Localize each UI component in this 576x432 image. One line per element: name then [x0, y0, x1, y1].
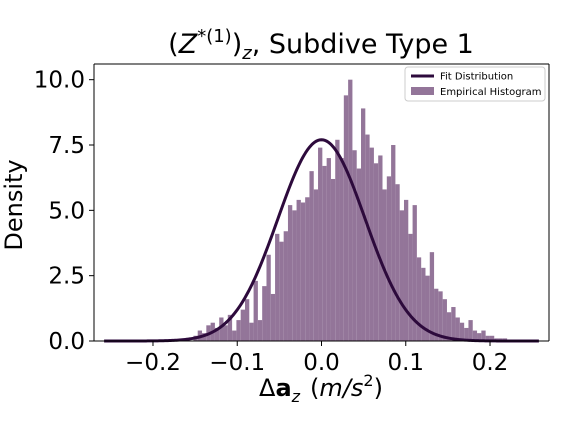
histogram-bar [489, 335, 495, 341]
legend-fit-label: Fit Distribution [440, 72, 513, 83]
histogram-bar [464, 327, 469, 341]
histogram-bar [219, 317, 224, 341]
chart-title: (Z*(1))z, Subdive Type 1 [168, 26, 474, 64]
histogram-bar [472, 330, 478, 341]
histogram-bar [442, 299, 447, 341]
histogram-bars [193, 79, 508, 341]
histogram-bar [477, 333, 482, 341]
y-tick-label: 0.0 [48, 329, 85, 355]
histogram-bar [253, 280, 258, 341]
histogram-bar [296, 199, 301, 341]
histogram-bar [283, 231, 288, 341]
histogram-bar [257, 320, 263, 341]
histogram-bar [335, 139, 340, 341]
histogram-bar [365, 134, 370, 341]
legend: Fit Distribution Empirical Histogram [404, 66, 546, 102]
histogram-bar [438, 291, 443, 341]
x-tick-label: −0.1 [209, 350, 265, 376]
histogram-bar [348, 79, 353, 341]
histogram-bar [378, 155, 383, 341]
histogram-bar [421, 267, 426, 341]
histogram-bar [356, 168, 362, 341]
histogram-bar [485, 335, 490, 341]
histogram-bar [266, 254, 271, 341]
histogram-bar [455, 317, 460, 341]
histogram-bar [361, 108, 366, 341]
histogram-bar [481, 330, 486, 341]
y-tick-label: 10.0 [34, 68, 85, 94]
histogram-bar [300, 202, 306, 341]
histogram-bar [214, 327, 220, 341]
histogram-bar [232, 330, 237, 341]
legend-hist-swatch [411, 87, 434, 95]
y-tick-label: 5.0 [48, 198, 85, 224]
histogram-bar [425, 275, 430, 341]
histogram-bar [391, 145, 396, 341]
histogram-bar [382, 189, 387, 341]
legend-hist-label: Empirical Histogram [440, 87, 542, 98]
x-tick-label: 0.0 [303, 350, 340, 376]
histogram-bar [262, 286, 267, 341]
histogram-bar [399, 210, 404, 341]
y-axis-label: Density [0, 159, 28, 250]
histogram-bar [395, 184, 400, 341]
histogram-bar [305, 197, 310, 341]
x-tick-label: 0.1 [387, 350, 424, 376]
x-axis-label: Δaz (m/s2) [259, 371, 383, 406]
fit-distribution-line [104, 138, 539, 343]
histogram-bar [322, 165, 327, 341]
histogram-bar [403, 199, 409, 341]
histogram-bar [287, 205, 293, 341]
histogram-bar [318, 147, 323, 341]
histogram-bar [434, 288, 439, 341]
histogram-bar [343, 95, 349, 341]
y-tick-label: 7.5 [48, 133, 85, 159]
histogram-bar [386, 176, 392, 341]
histogram-bar [416, 257, 422, 341]
histogram-bar [352, 150, 357, 341]
histogram-bar [275, 233, 280, 341]
y-axis-ticks: 0.0 2.5 5.0 7.5 10.0 [34, 68, 94, 355]
histogram-bar [468, 320, 473, 341]
histogram-bar [227, 314, 233, 341]
y-tick-label: 2.5 [48, 264, 85, 290]
histogram-bar [249, 322, 254, 341]
histogram-bar [270, 293, 276, 341]
histogram-bar [279, 241, 284, 341]
histogram-bar [292, 210, 297, 341]
histogram-bar [339, 158, 344, 341]
histogram-bar [412, 205, 417, 341]
x-tick-label: −0.2 [125, 350, 181, 376]
histogram-bar [223, 325, 228, 341]
histogram-bar [236, 320, 241, 341]
legend-box [404, 66, 546, 102]
histogram-bar [429, 252, 435, 341]
histogram-bar [408, 233, 413, 341]
histogram-bar [330, 178, 336, 341]
histogram-bar [313, 189, 319, 341]
histogram-bar [369, 147, 374, 341]
histogram-bar [309, 171, 314, 341]
histogram-bar [451, 307, 456, 341]
histogram-bar [446, 312, 452, 341]
histogram-bar [244, 299, 250, 341]
histogram-bar [326, 158, 331, 341]
x-tick-label: 0.2 [472, 350, 509, 376]
histogram-bar [459, 322, 465, 341]
histogram-bar [240, 309, 245, 341]
x-axis-ticks: −0.2 −0.1 0.0 0.1 0.2 [125, 341, 508, 376]
